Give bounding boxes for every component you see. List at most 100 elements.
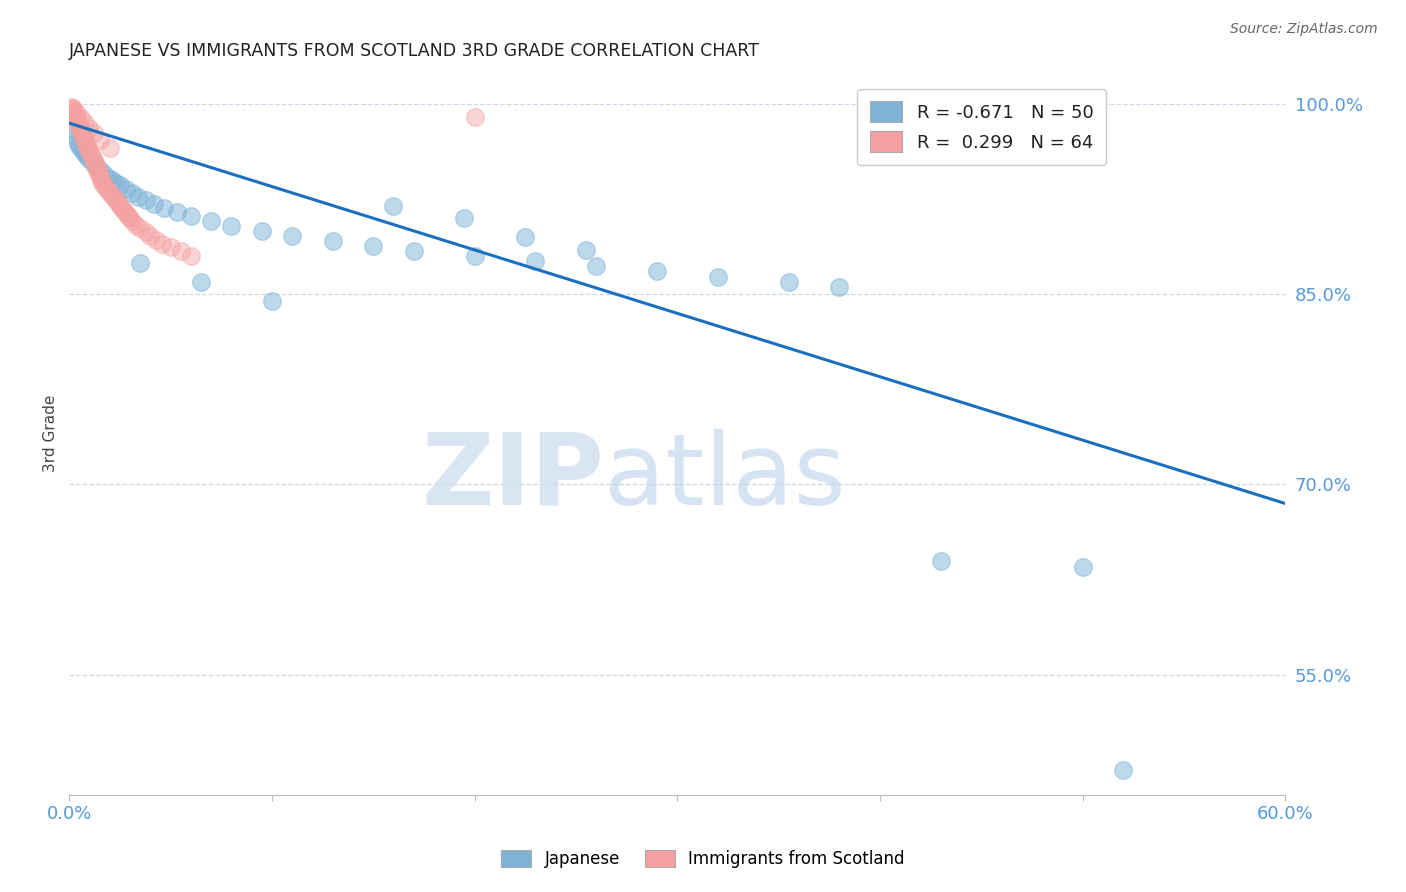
Point	[180, 209, 202, 223]
Point	[170, 244, 193, 259]
Point	[62, 101, 84, 115]
Point	[464, 110, 486, 124]
Point	[135, 194, 157, 208]
Point	[929, 553, 952, 567]
Point	[70, 125, 93, 139]
Text: ZIP: ZIP	[422, 428, 605, 525]
Point	[1071, 559, 1094, 574]
Point	[828, 279, 851, 293]
Point	[143, 197, 166, 211]
Point	[84, 161, 107, 175]
Point	[66, 115, 89, 129]
Y-axis label: 3rd Grade: 3rd Grade	[44, 395, 58, 473]
Point	[75, 146, 97, 161]
Point	[79, 143, 101, 157]
Point	[93, 167, 115, 181]
Point	[66, 135, 89, 149]
Point	[83, 157, 105, 171]
Point	[104, 194, 127, 208]
Point	[382, 198, 405, 212]
Point	[62, 102, 84, 116]
Point	[706, 269, 728, 284]
Point	[75, 116, 97, 130]
Point	[645, 264, 668, 278]
Point	[72, 144, 94, 158]
Point	[778, 275, 800, 289]
Point	[79, 152, 101, 166]
Point	[101, 188, 124, 202]
Point	[72, 128, 94, 142]
Point	[322, 234, 344, 248]
Point	[139, 229, 162, 244]
Point	[361, 239, 384, 253]
Point	[118, 211, 141, 226]
Text: Source: ZipAtlas.com: Source: ZipAtlas.com	[1230, 22, 1378, 37]
Point	[103, 191, 125, 205]
Legend: Japanese, Immigrants from Scotland: Japanese, Immigrants from Scotland	[495, 843, 911, 875]
Point	[86, 165, 108, 179]
Point	[153, 201, 176, 215]
Point	[70, 122, 93, 136]
Point	[200, 213, 222, 227]
Point	[84, 159, 107, 173]
Point	[190, 275, 212, 289]
Point	[86, 163, 108, 178]
Point	[76, 137, 98, 152]
Point	[221, 219, 243, 233]
Point	[89, 170, 111, 185]
Point	[250, 224, 273, 238]
Text: atlas: atlas	[605, 428, 846, 525]
Point	[129, 221, 152, 235]
Point	[90, 176, 112, 190]
Point	[101, 173, 124, 187]
Legend: R = -0.671   N = 50, R =  0.299   N = 64: R = -0.671 N = 50, R = 0.299 N = 64	[856, 88, 1107, 165]
Point	[515, 230, 537, 244]
Point	[76, 149, 98, 163]
Point	[585, 260, 607, 274]
Point	[76, 140, 98, 154]
Point	[83, 155, 105, 169]
Point	[98, 186, 121, 200]
Point	[67, 117, 90, 131]
Point	[72, 130, 94, 145]
Point	[180, 249, 202, 263]
Text: JAPANESE VS IMMIGRANTS FROM SCOTLAND 3RD GRADE CORRELATION CHART: JAPANESE VS IMMIGRANTS FROM SCOTLAND 3RD…	[69, 42, 761, 60]
Point	[90, 173, 112, 187]
Point	[93, 178, 115, 193]
Point	[112, 203, 135, 218]
Point	[80, 154, 103, 169]
Point	[70, 141, 93, 155]
Point	[402, 244, 425, 259]
Point	[65, 107, 87, 121]
Point	[75, 133, 97, 147]
Point	[117, 209, 139, 223]
Point	[75, 135, 97, 149]
Point	[67, 139, 90, 153]
Point	[121, 186, 143, 200]
Point	[66, 112, 89, 127]
Point	[89, 168, 111, 182]
Point	[145, 233, 167, 247]
Point	[79, 121, 101, 136]
Point	[108, 198, 131, 212]
Point	[111, 201, 134, 215]
Point	[464, 249, 486, 263]
Point	[70, 111, 93, 125]
Point	[152, 236, 174, 251]
Point	[89, 133, 111, 147]
Point	[97, 183, 120, 197]
Point	[94, 181, 117, 195]
Point	[60, 100, 83, 114]
Point	[104, 176, 127, 190]
Point	[65, 110, 87, 124]
Point	[108, 178, 131, 193]
Point	[159, 240, 181, 254]
Point	[79, 145, 101, 160]
Point	[67, 120, 90, 134]
Point	[84, 158, 107, 172]
Point	[83, 126, 105, 140]
Point	[115, 206, 138, 220]
Point	[66, 106, 89, 120]
Point	[62, 104, 84, 119]
Point	[125, 218, 148, 232]
